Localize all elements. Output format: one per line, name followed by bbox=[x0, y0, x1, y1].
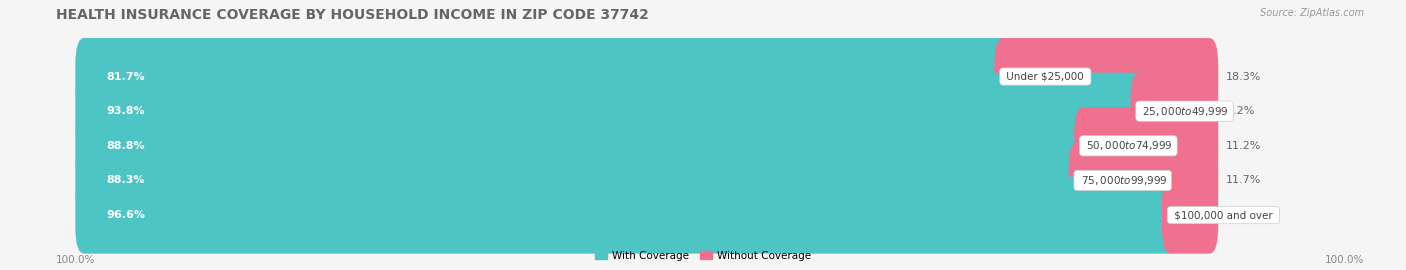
Text: HEALTH INSURANCE COVERAGE BY HOUSEHOLD INCOME IN ZIP CODE 37742: HEALTH INSURANCE COVERAGE BY HOUSEHOLD I… bbox=[56, 8, 650, 22]
Legend: With Coverage, Without Coverage: With Coverage, Without Coverage bbox=[591, 247, 815, 265]
Text: 81.7%: 81.7% bbox=[107, 72, 145, 82]
Text: 88.8%: 88.8% bbox=[107, 141, 145, 151]
Text: 100.0%: 100.0% bbox=[1324, 255, 1364, 265]
FancyBboxPatch shape bbox=[1069, 142, 1218, 219]
FancyBboxPatch shape bbox=[76, 107, 1218, 184]
Text: 11.2%: 11.2% bbox=[1226, 141, 1261, 151]
Text: $50,000 to $74,999: $50,000 to $74,999 bbox=[1083, 139, 1174, 152]
Text: 18.3%: 18.3% bbox=[1226, 72, 1261, 82]
Text: 11.7%: 11.7% bbox=[1226, 176, 1261, 185]
FancyBboxPatch shape bbox=[76, 38, 1012, 115]
Text: $25,000 to $49,999: $25,000 to $49,999 bbox=[1139, 105, 1230, 118]
FancyBboxPatch shape bbox=[1161, 177, 1218, 254]
Text: 6.2%: 6.2% bbox=[1226, 106, 1254, 116]
FancyBboxPatch shape bbox=[76, 142, 1087, 219]
FancyBboxPatch shape bbox=[1074, 107, 1218, 184]
FancyBboxPatch shape bbox=[76, 142, 1218, 219]
Text: Under $25,000: Under $25,000 bbox=[1004, 72, 1087, 82]
FancyBboxPatch shape bbox=[76, 73, 1218, 150]
Text: 96.6%: 96.6% bbox=[107, 210, 146, 220]
FancyBboxPatch shape bbox=[76, 107, 1092, 184]
Text: $100,000 and over: $100,000 and over bbox=[1171, 210, 1275, 220]
Text: 100.0%: 100.0% bbox=[56, 255, 96, 265]
FancyBboxPatch shape bbox=[76, 177, 1180, 254]
Text: $75,000 to $99,999: $75,000 to $99,999 bbox=[1077, 174, 1168, 187]
FancyBboxPatch shape bbox=[76, 177, 1218, 254]
Text: Source: ZipAtlas.com: Source: ZipAtlas.com bbox=[1260, 8, 1364, 18]
FancyBboxPatch shape bbox=[1130, 73, 1218, 150]
FancyBboxPatch shape bbox=[76, 38, 1218, 115]
Text: 93.8%: 93.8% bbox=[107, 106, 145, 116]
Text: 88.3%: 88.3% bbox=[107, 176, 145, 185]
FancyBboxPatch shape bbox=[76, 73, 1149, 150]
Text: 3.4%: 3.4% bbox=[1226, 210, 1254, 220]
FancyBboxPatch shape bbox=[994, 38, 1218, 115]
